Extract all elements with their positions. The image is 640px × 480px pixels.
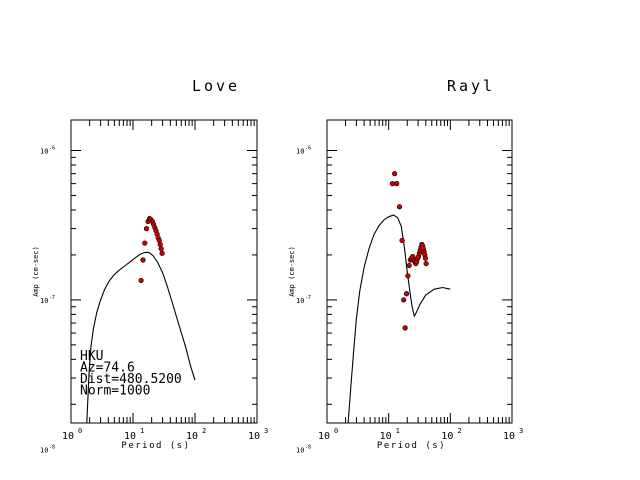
chart-title: Love (192, 77, 240, 95)
y-axis-label: Amp (cm-sec) (288, 246, 296, 297)
data-point (402, 325, 408, 331)
y-axis-label: Amp (cm-sec) (32, 246, 40, 297)
station-info-line: Az=74.6 (80, 361, 135, 376)
y-tick-label: 10 (40, 147, 48, 155)
chart-panel-1: 10 0 10 1 10 2 10 310 -610 -710 -8 Period (s)Amp (c… (32, 77, 268, 454)
data-point (423, 260, 429, 267)
data-point (394, 181, 400, 187)
data-point (389, 181, 396, 187)
data-point (158, 246, 164, 252)
model-curve (347, 214, 451, 424)
x-tick-label: 10 (186, 431, 198, 442)
y-tick-label-exp: -7 (305, 295, 311, 301)
y-tick-label-exp: -6 (305, 145, 311, 151)
x-tick-label: 10 (380, 431, 392, 442)
y-tick-label-exp: -8 (305, 444, 311, 450)
plot-frame (70, 119, 258, 424)
data-point (401, 297, 407, 303)
station-info-line: Dist=480.5200 (80, 372, 182, 387)
data-point (403, 291, 410, 297)
x-tick-label: 10 (441, 431, 453, 442)
data-point (138, 277, 144, 284)
data-point (140, 257, 146, 263)
y-tick-label: 10 (296, 446, 304, 454)
x-tick-label: 10 (248, 431, 260, 442)
x-tick-label-exp: 0 (78, 427, 82, 435)
data-point (422, 255, 429, 261)
x-tick-label: 10 (503, 431, 515, 442)
x-axis-label: Period (s) (121, 441, 190, 451)
x-tick-label-exp: 3 (519, 427, 523, 435)
y-tick-label-exp: -6 (49, 145, 55, 151)
model-curve (86, 251, 196, 424)
data-point (405, 273, 411, 279)
data-point (399, 237, 405, 244)
x-tick-label: 10 (318, 431, 330, 442)
data-point (157, 241, 163, 248)
y-tick-label: 10 (40, 446, 48, 454)
y-tick-label-exp: -8 (49, 444, 55, 450)
data-point (142, 240, 148, 246)
x-tick-label: 10 (124, 431, 136, 442)
x-tick-label-exp: 2 (202, 427, 206, 435)
x-tick-label-exp: 1 (140, 427, 144, 435)
y-tick-label: 10 (296, 147, 304, 155)
data-point (143, 226, 150, 232)
x-tick-label-exp: 2 (457, 427, 461, 435)
plot-frame (326, 119, 513, 424)
x-axis-label: Period (s) (377, 441, 446, 451)
x-tick-label: 10 (62, 431, 74, 442)
y-tick-label: 10 (40, 297, 48, 305)
chart-panel-2: 10 0 10 1 10 2 10 310 -610 -710 -8 Period (s)Amp (c… (288, 77, 523, 454)
data-point (159, 250, 165, 256)
x-tick-label-exp: 0 (334, 427, 338, 435)
data-point (406, 262, 412, 269)
station-info-line: Norm=1000 (80, 384, 150, 399)
y-tick-label: 10 (296, 297, 304, 305)
y-tick-label-exp: -7 (49, 295, 55, 301)
x-tick-label-exp: 1 (396, 427, 400, 435)
station-info-line: HKU (80, 349, 103, 364)
data-point (396, 204, 403, 210)
chart-title: Rayl (447, 77, 495, 95)
data-point (392, 171, 398, 177)
x-tick-label-exp: 3 (264, 427, 268, 435)
